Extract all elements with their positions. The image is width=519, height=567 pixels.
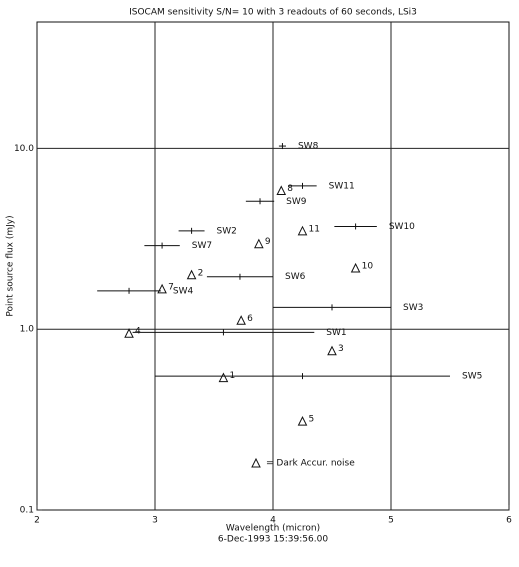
- sensitivity-point: [157, 283, 167, 294]
- point-label: 8: [287, 184, 293, 194]
- point-label: 10: [362, 261, 374, 271]
- y-axis-label: Point source flux (mJy): [6, 215, 16, 316]
- filter-label: SW3: [403, 303, 423, 313]
- y-tick-label: 0.1: [20, 506, 34, 516]
- point-label: 7: [168, 282, 174, 292]
- point-label: 11: [309, 224, 320, 234]
- sensitivity-point: [236, 315, 246, 325]
- y-tick-label: 10.0: [14, 144, 34, 154]
- sensitivity-point: [124, 328, 134, 338]
- x-tick-label: 3: [152, 516, 158, 526]
- legend-text: = Dark Accur. noise: [266, 459, 355, 469]
- filter-label: SW6: [285, 272, 306, 282]
- point-label: 2: [198, 268, 204, 278]
- sensitivity-point: [350, 262, 361, 273]
- point-label: 9: [265, 237, 271, 247]
- y-tick-label: 1.0: [20, 325, 35, 335]
- filter-label: SW10: [389, 222, 415, 232]
- sensitivity-point: [297, 225, 308, 236]
- filter-label: SW9: [286, 197, 307, 207]
- point-label: 3: [338, 344, 344, 354]
- filter-label: SW4: [173, 286, 194, 296]
- filter-label: SW7: [192, 241, 212, 251]
- point-label: 4: [135, 327, 141, 337]
- sensitivity-point: [218, 372, 229, 383]
- filter-label: SW8: [298, 142, 319, 152]
- x-tick-label: 6: [506, 516, 512, 526]
- x-axis-label: Wavelength (micron): [226, 524, 320, 534]
- sensitivity-point: [186, 269, 197, 280]
- sensitivity-point: [327, 345, 337, 356]
- sensitivity-point: [297, 416, 308, 426]
- chart-title: ISOCAM sensitivity S/N= 10 with 3 readou…: [129, 8, 417, 18]
- sensitivity-point: [254, 238, 264, 249]
- filter-label: SW5: [462, 372, 482, 382]
- legend-symbol: [251, 457, 261, 468]
- filter-label: SW1: [326, 328, 346, 338]
- point-label: 1: [229, 371, 235, 381]
- sensitivity-point: [276, 185, 287, 195]
- point-label: 6: [247, 314, 253, 324]
- filter-label: SW11: [329, 181, 355, 191]
- filter-label: SW2: [217, 226, 237, 236]
- point-label: 5: [309, 415, 315, 425]
- x-tick-label: 5: [388, 516, 394, 526]
- x-tick-label: 2: [34, 516, 40, 526]
- date-label: 6-Dec-1993 15:39:56.00: [218, 535, 328, 545]
- x-tick-label: 4: [270, 516, 276, 526]
